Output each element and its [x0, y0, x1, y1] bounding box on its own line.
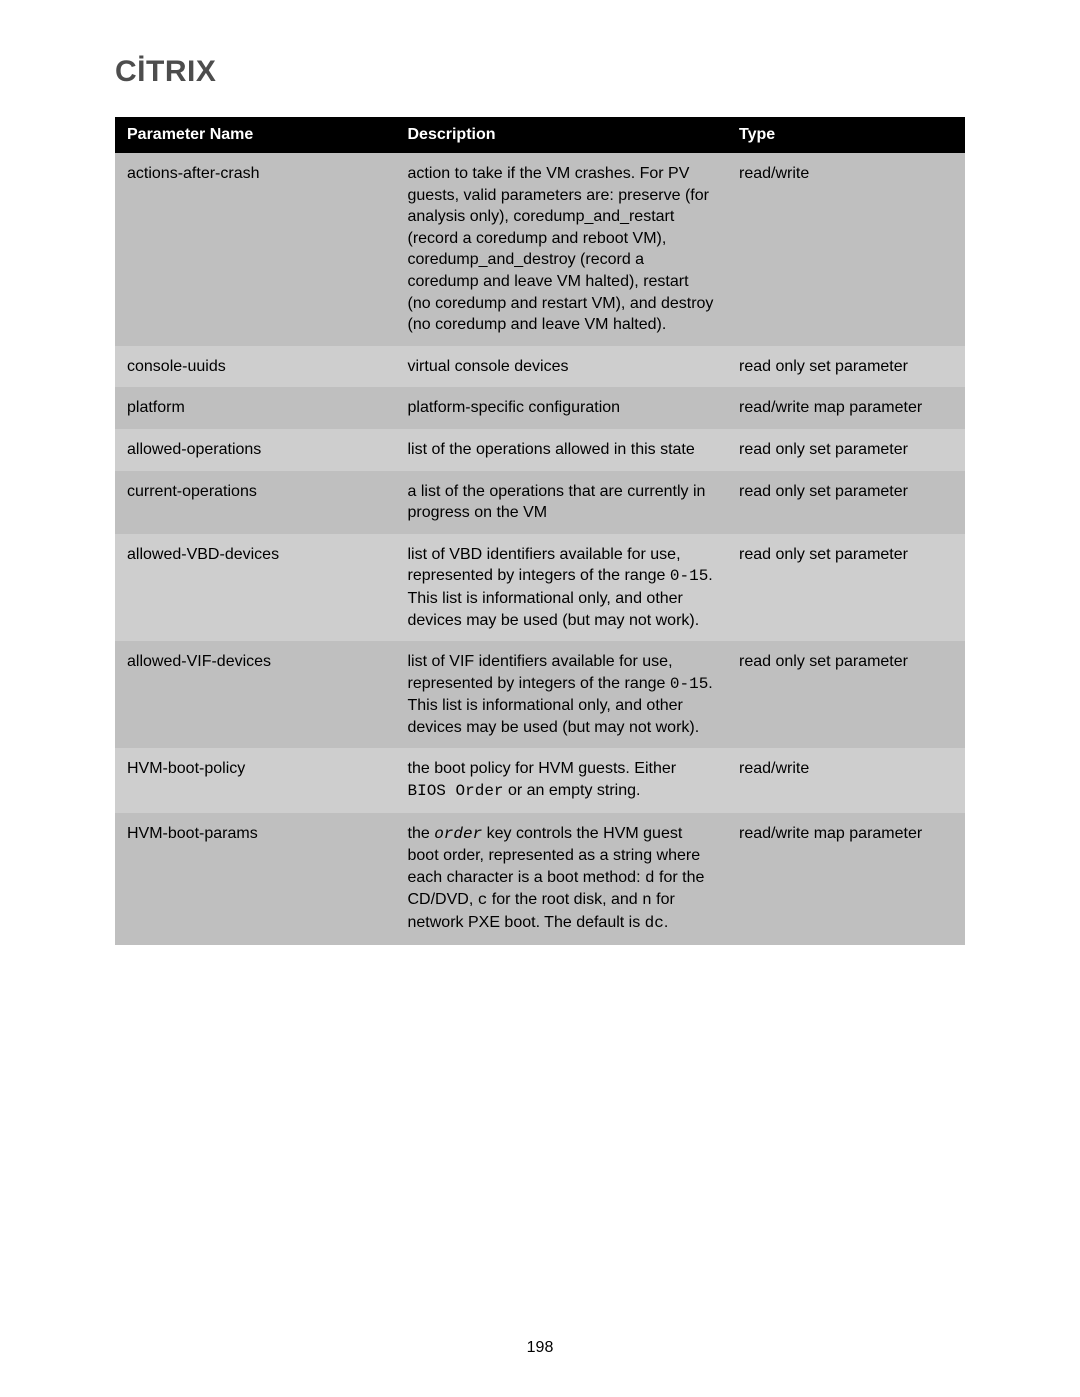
table-row: allowed-VBD-devices list of VBD identifi…: [115, 534, 965, 641]
parameters-table: Parameter Name Description Type actions-…: [115, 117, 965, 945]
cell-description: the order key controls the HVM guest boo…: [396, 813, 728, 945]
page-number: 198: [0, 1339, 1080, 1357]
cell-type: read/write: [727, 153, 965, 346]
cell-parameter-name: HVM-boot-params: [115, 813, 396, 945]
cell-description: action to take if the VM crashes. For PV…: [396, 153, 728, 346]
cell-type: read/write: [727, 748, 965, 812]
cell-description: list of VBD identifiers available for us…: [396, 534, 728, 641]
cell-parameter-name: platform: [115, 387, 396, 429]
cell-parameter-name: allowed-VBD-devices: [115, 534, 396, 641]
document-page: CİTRIX Parameter Name Description Type a…: [0, 0, 1080, 1397]
header-parameter-name: Parameter Name: [115, 117, 396, 153]
cell-type: read only set parameter: [727, 534, 965, 641]
header-description: Description: [396, 117, 728, 153]
cell-parameter-name: console-uuids: [115, 346, 396, 388]
cell-description: list of the operations allowed in this s…: [396, 429, 728, 471]
table-row: allowed-operations list of the operation…: [115, 429, 965, 471]
table-row: console-uuids virtual console devices re…: [115, 346, 965, 388]
cell-type: read only set parameter: [727, 429, 965, 471]
cell-type: read only set parameter: [727, 471, 965, 534]
cell-parameter-name: allowed-VIF-devices: [115, 641, 396, 748]
header-type: Type: [727, 117, 965, 153]
table-row: allowed-VIF-devices list of VIF identifi…: [115, 641, 965, 748]
table-body: actions-after-crash action to take if th…: [115, 153, 965, 945]
cell-type: read only set parameter: [727, 346, 965, 388]
table-row: actions-after-crash action to take if th…: [115, 153, 965, 346]
cell-description: a list of the operations that are curren…: [396, 471, 728, 534]
cell-description: list of VIF identifiers available for us…: [396, 641, 728, 748]
cell-parameter-name: HVM-boot-policy: [115, 748, 396, 812]
cell-description: platform-specific configuration: [396, 387, 728, 429]
table-row: HVM-boot-params the order key controls t…: [115, 813, 965, 945]
cell-type: read only set parameter: [727, 641, 965, 748]
table-header: Parameter Name Description Type: [115, 117, 965, 153]
cell-type: read/write map parameter: [727, 813, 965, 945]
cell-type: read/write map parameter: [727, 387, 965, 429]
citrix-logo: CİTRIX: [115, 55, 965, 89]
cell-parameter-name: actions-after-crash: [115, 153, 396, 346]
table-row: platform platform-specific configuration…: [115, 387, 965, 429]
table-row: current-operations a list of the operati…: [115, 471, 965, 534]
cell-parameter-name: current-operations: [115, 471, 396, 534]
cell-description: virtual console devices: [396, 346, 728, 388]
cell-description: the boot policy for HVM guests. Either B…: [396, 748, 728, 812]
cell-parameter-name: allowed-operations: [115, 429, 396, 471]
table-row: HVM-boot-policy the boot policy for HVM …: [115, 748, 965, 812]
